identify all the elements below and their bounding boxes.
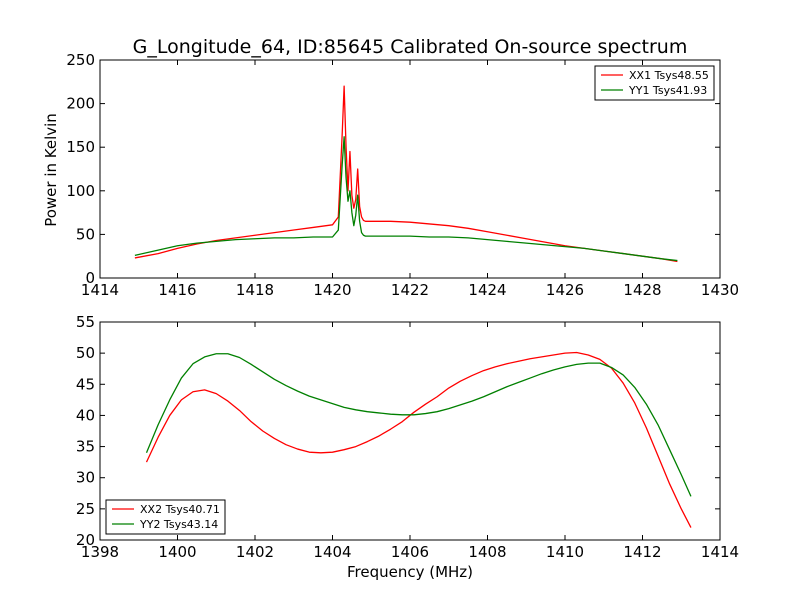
x-tick-label: 1422: [391, 281, 429, 299]
y-tick-label: 50: [76, 344, 95, 362]
x-tick-label: 1418: [236, 281, 274, 299]
x-tick-label: 1410: [546, 543, 584, 561]
y-tick-label: 200: [66, 95, 95, 113]
x-tick-label: 1412: [623, 543, 661, 561]
y-tick-label: 0: [85, 269, 95, 287]
x-tick-label: 1414: [701, 543, 739, 561]
legend: XX2 Tsys40.71 YY2 Tsys43.14: [105, 499, 226, 535]
y-tick-label: 55: [76, 313, 95, 331]
y-axis-label: Power in Kelvin: [42, 113, 60, 227]
x-tick-label: 1430: [701, 281, 739, 299]
x-tick-label: 1426: [546, 281, 584, 299]
y-tick-label: 150: [66, 138, 95, 156]
x-tick-label: 1398: [81, 543, 119, 561]
y-tick-label: 100: [66, 182, 95, 200]
y-tick-label: 40: [76, 406, 95, 424]
y-tick-label: 20: [76, 531, 95, 549]
top-panel: 1414 1416 1418 1420 1422 1424 1426 1428 1430 0 50 1…: [66, 51, 739, 299]
legend-label: YY2 Tsys43.14: [139, 518, 218, 531]
x-tick-label: 1424: [468, 281, 506, 299]
series-line-xx2: [145, 351, 692, 528]
bottom-panel: 1398 1400 1402 1404 1406 1408 1410 1412 1414 20 25…: [76, 313, 739, 561]
y-tick-label: 250: [66, 51, 95, 69]
x-tick-label: 1420: [313, 281, 351, 299]
x-axis-label: Frequency (MHz): [347, 563, 473, 581]
x-tick-label: 1408: [468, 543, 506, 561]
y-tick-label: 25: [76, 500, 95, 518]
x-tick-label: 1406: [391, 543, 429, 561]
x-tick-label: 1400: [158, 543, 196, 561]
y-tick-label: 45: [76, 375, 95, 393]
x-tick-label: 1428: [623, 281, 661, 299]
chart-title: G_Longitude_64, ID:85645 Calibrated On-s…: [133, 36, 688, 58]
x-tick-label: 1404: [313, 543, 351, 561]
legend-box: [594, 65, 715, 101]
legend-label: YY1 Tsys41.93: [628, 84, 707, 97]
y-tick-label: 30: [76, 469, 95, 487]
series-line-yy1: [134, 136, 678, 262]
y-tick-label: 35: [76, 438, 95, 456]
legend: XX1 Tsys48.55 YY1 Tsys41.93: [594, 65, 715, 101]
legend-label: XX1 Tsys48.55: [629, 69, 709, 82]
y-tick-label: 50: [76, 225, 95, 243]
series-line-xx1: [134, 85, 678, 263]
x-tick-label: 1414: [81, 281, 119, 299]
legend-box: [105, 499, 226, 535]
x-tick-label: 1402: [236, 543, 274, 561]
legend-label: XX2 Tsys40.71: [140, 503, 220, 516]
series-group: [134, 85, 678, 263]
series-group: [145, 351, 692, 528]
series-line-yy2: [145, 353, 692, 497]
x-tick-label: 1416: [158, 281, 196, 299]
